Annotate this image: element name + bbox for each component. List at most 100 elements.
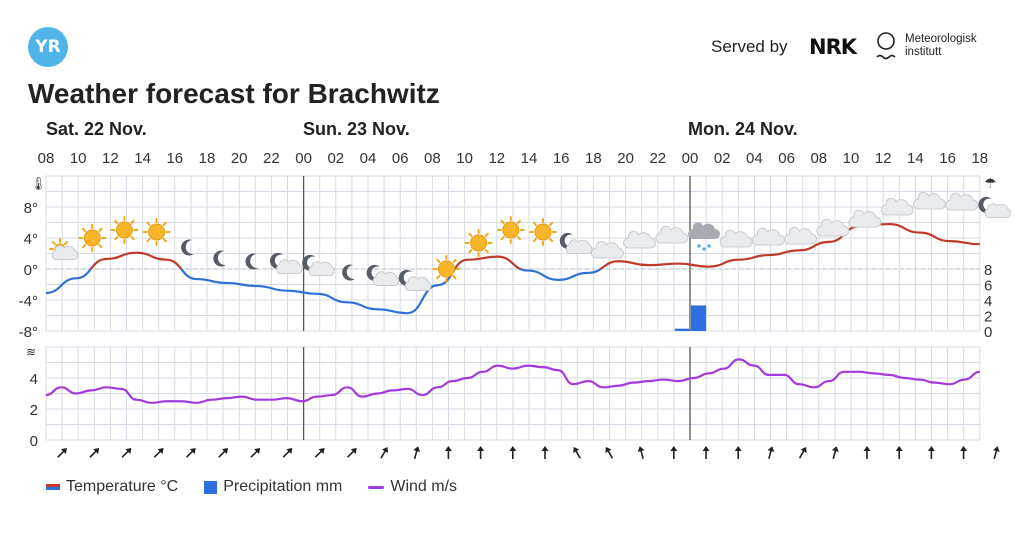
nrk-logo[interactable]: NRK bbox=[809, 35, 857, 59]
hour-label: 16 bbox=[166, 150, 184, 167]
cloud-shape bbox=[405, 276, 432, 291]
cloud-icon bbox=[784, 226, 818, 245]
legend-wind-label: Wind m/s bbox=[390, 478, 458, 495]
met-line-2: institutt bbox=[905, 46, 942, 58]
partly-cloudy-night-icon bbox=[978, 196, 1011, 218]
wind-arrow-icon bbox=[960, 446, 968, 459]
served-by-label: Served by bbox=[711, 37, 788, 56]
sun-ray bbox=[452, 258, 457, 263]
legend-temperature-label: Temperature °C bbox=[66, 478, 179, 495]
hour-label: 00 bbox=[681, 150, 699, 167]
hour-label: 20 bbox=[617, 150, 634, 167]
wind-arrow-icon bbox=[605, 446, 614, 459]
hour-label: 14 bbox=[520, 150, 538, 167]
sun-disc bbox=[115, 221, 133, 239]
cloud-shape bbox=[372, 271, 400, 286]
hour-label: 08 bbox=[37, 150, 55, 167]
arrow-head bbox=[573, 446, 580, 454]
wind-arrow-icon bbox=[89, 448, 100, 458]
sun-ray bbox=[146, 221, 151, 226]
hour-label: 12 bbox=[102, 150, 119, 167]
hour-label: 22 bbox=[263, 150, 280, 167]
precip-bar bbox=[691, 305, 707, 331]
yr-logo[interactable]: YR bbox=[28, 27, 68, 67]
y-tick-left: 4° bbox=[24, 231, 38, 248]
arrow-head bbox=[670, 446, 678, 451]
met-line-1: Meteorologisk bbox=[905, 33, 977, 45]
wind-arrow-icon bbox=[734, 446, 742, 459]
moon-shape bbox=[213, 250, 226, 267]
wind-y-tick: 4 bbox=[30, 371, 38, 388]
sun-ray bbox=[500, 236, 505, 241]
sun-ray bbox=[162, 238, 167, 243]
arrow-head bbox=[637, 446, 645, 452]
arrow-head bbox=[444, 446, 452, 451]
cloud-icon bbox=[719, 229, 753, 248]
arrow-head bbox=[541, 446, 549, 451]
moon-shape bbox=[366, 264, 382, 281]
arrow-head bbox=[221, 448, 228, 455]
cloud-shape bbox=[848, 209, 882, 228]
cloud-shape bbox=[623, 230, 657, 249]
wind-arrow-icon bbox=[702, 446, 710, 459]
sun-ray bbox=[532, 221, 537, 226]
cloud-shape bbox=[51, 245, 79, 260]
wind-arrow-icon bbox=[444, 446, 452, 459]
moon-shape bbox=[398, 269, 414, 286]
drop bbox=[697, 244, 701, 248]
sun-ray bbox=[500, 219, 505, 224]
cloud-icon bbox=[912, 191, 946, 210]
sun-ray bbox=[146, 238, 151, 243]
sun-ray bbox=[114, 236, 119, 241]
hour-label: 14 bbox=[907, 150, 924, 167]
met-institute-icon bbox=[876, 32, 896, 60]
met-institute-logo[interactable]: Meteorologisk institutt bbox=[905, 33, 977, 59]
wind-y-tick: 2 bbox=[30, 402, 38, 419]
legend-temperature: Temperature °C bbox=[46, 478, 178, 496]
hour-label: 16 bbox=[939, 150, 956, 167]
hour-label: 10 bbox=[842, 150, 860, 167]
sun-ray bbox=[484, 249, 489, 254]
arrow-head bbox=[381, 446, 389, 454]
y-tick-left: -8° bbox=[19, 324, 38, 341]
wind-arrow-icon bbox=[831, 446, 839, 460]
hour-label: 10 bbox=[456, 150, 473, 167]
cloud-icon bbox=[816, 218, 850, 237]
y-tick-left: 8° bbox=[24, 200, 38, 217]
arrow-head bbox=[254, 448, 261, 455]
legend-precipitation: Precipitation mm bbox=[204, 478, 342, 496]
sun-disc bbox=[502, 221, 520, 239]
cloud-icon bbox=[880, 197, 914, 216]
arrow-head bbox=[863, 446, 871, 451]
sun-ray bbox=[549, 221, 554, 226]
wind-arrow-icon bbox=[413, 446, 421, 460]
cloud-shape bbox=[984, 203, 1011, 218]
moon-shape bbox=[269, 252, 285, 269]
cloud-shape bbox=[784, 226, 818, 245]
cloud-shape bbox=[751, 227, 785, 246]
wind-arrow-icon bbox=[282, 448, 293, 458]
arrow-head bbox=[157, 448, 164, 455]
sun-disc bbox=[534, 223, 552, 241]
cloud-shape bbox=[566, 239, 593, 254]
arrow-head bbox=[286, 448, 293, 455]
arrow-head bbox=[350, 448, 357, 455]
umbrella-icon: ☂ bbox=[984, 175, 997, 191]
arrow-head bbox=[960, 446, 968, 451]
arrow-head bbox=[895, 446, 903, 451]
sun-disc bbox=[148, 223, 166, 241]
wind-arrow-icon bbox=[637, 446, 645, 460]
arrow-head bbox=[831, 446, 839, 452]
moon-icon bbox=[245, 253, 259, 270]
sun-disc bbox=[437, 260, 455, 278]
wind-icon: ≋ bbox=[26, 345, 36, 359]
wind-arrow-icon bbox=[895, 446, 903, 459]
drop bbox=[702, 247, 706, 251]
wind-arrow-icon bbox=[346, 448, 357, 458]
sun-ray bbox=[452, 275, 457, 280]
wind-arrow-icon bbox=[477, 446, 485, 459]
arrow-head bbox=[477, 446, 485, 451]
cloud-shape bbox=[308, 261, 335, 276]
y-tick-right: 8 bbox=[984, 262, 992, 279]
